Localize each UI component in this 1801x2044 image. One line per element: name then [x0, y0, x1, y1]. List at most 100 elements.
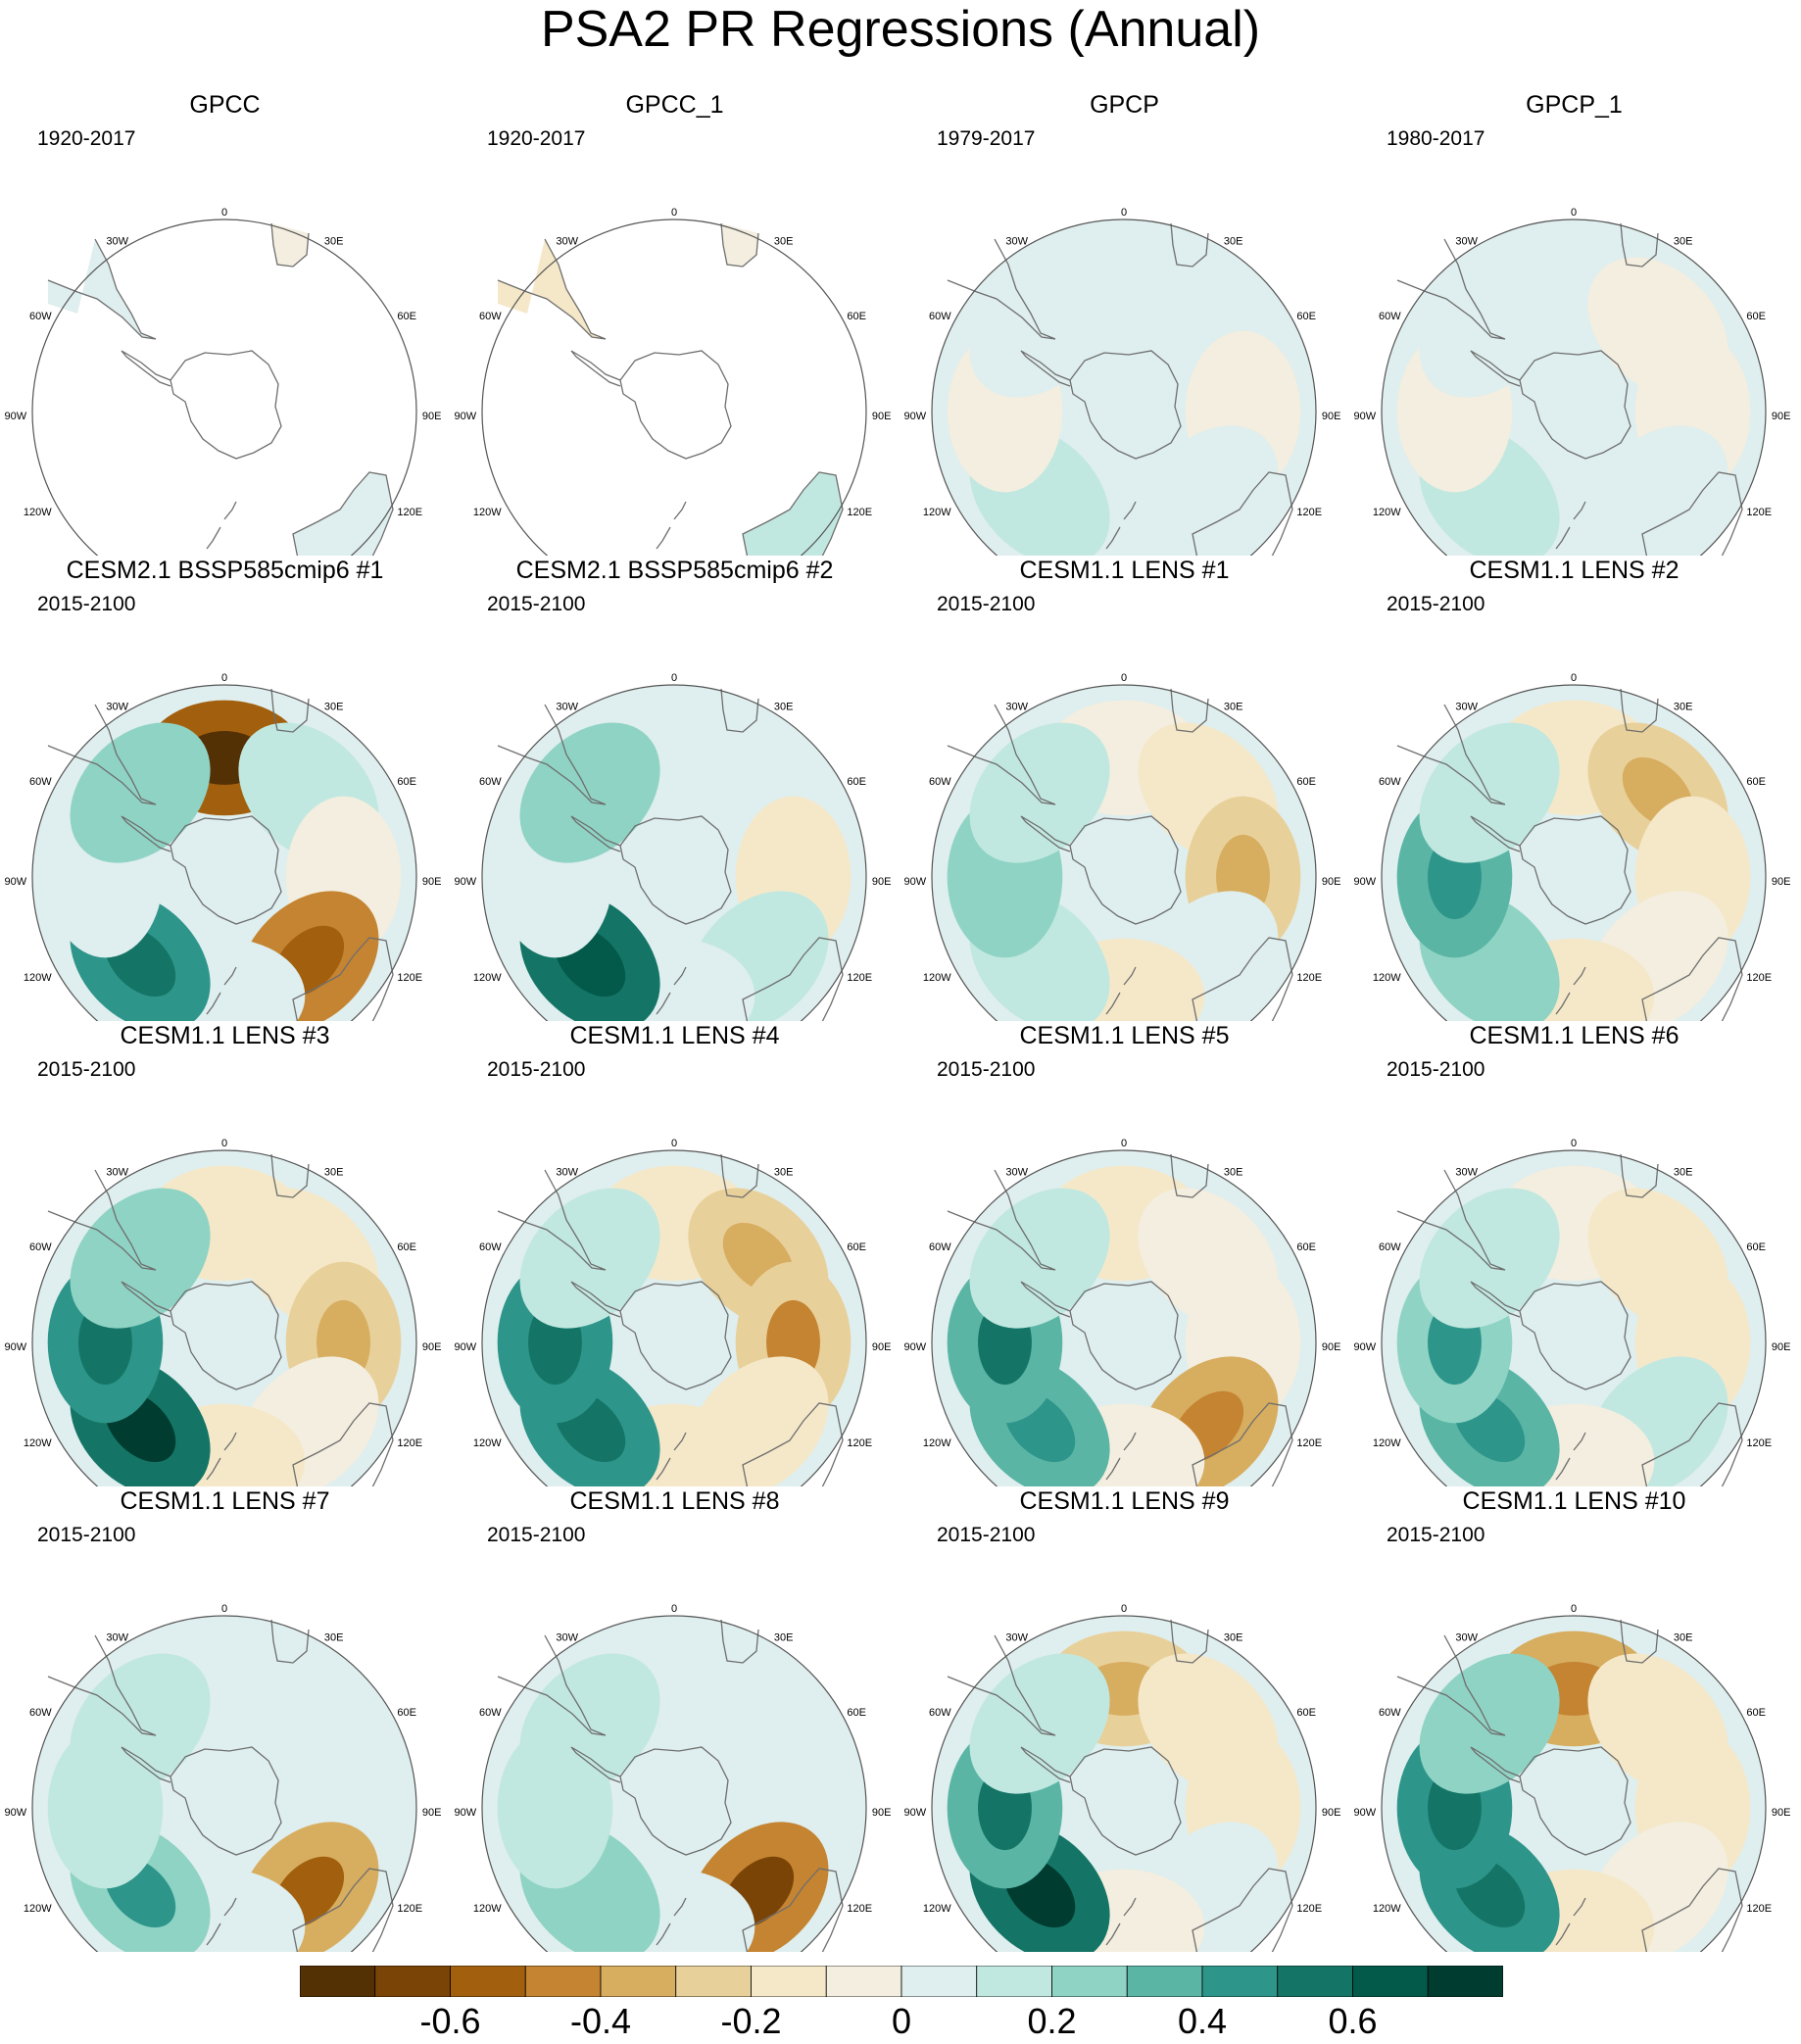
precip-field [1382, 1616, 1766, 1952]
lon-label-lon-120w: 120W [473, 1437, 502, 1449]
south-america-coast [497, 1634, 607, 1736]
sector-7 [519, 722, 660, 863]
lon-label-lon-30w: 30W [1455, 1167, 1478, 1179]
antarctica-coast [1519, 1746, 1631, 1856]
period-label: 1920-2017 [487, 127, 586, 150]
lon-label-lon-30w: 30W [106, 1167, 128, 1179]
colorbar-box [751, 1965, 827, 1998]
polar-cap [1516, 354, 1631, 469]
lon-label-lon-60w: 60W [1379, 1707, 1401, 1719]
lon-label-lon-60e: 60E [1296, 1707, 1316, 1719]
lon-label-lon-90e: 90E [1772, 1341, 1791, 1353]
lon-label-lon-30w: 30W [1005, 236, 1028, 248]
lon-label-lon-90e: 90E [1322, 1807, 1341, 1819]
lon-label-lon-90w: 90W [454, 411, 476, 422]
lon-label-lon-90e: 90E [1322, 1341, 1341, 1353]
new-zealand-coast [206, 1897, 237, 1946]
lon-label-lon-60w: 60W [479, 1707, 502, 1719]
antarctica-coast [619, 1746, 732, 1856]
lon-label-lon-30e: 30E [1674, 702, 1693, 713]
lon-label-lon-60e: 60E [397, 311, 416, 322]
colorbar-box [1051, 1965, 1128, 1998]
peninsula-coast [1020, 1281, 1071, 1318]
map-boundary [481, 1149, 867, 1486]
period-label: 2015-2100 [37, 1524, 136, 1546]
lon-label-lon-60w: 60W [929, 311, 951, 322]
africa-coast [1170, 1619, 1209, 1664]
new-zealand-coast [1105, 501, 1137, 550]
antarctica-coast [170, 815, 282, 925]
polar-map: 030W30E60W60E90W90E120W120E150W150E180 [903, 1603, 1341, 1952]
lon-label-lon-30e: 30E [1224, 236, 1243, 248]
map-boundary [31, 684, 417, 1021]
australia-coast [742, 471, 844, 556]
lon-label-lon-90e: 90E [1772, 411, 1791, 422]
colorbar-box [1427, 1965, 1504, 1998]
antarctica-coast [1069, 1746, 1182, 1856]
map-panel: 030W30E60W60E90W90E120W120E150W150E180CE… [1349, 1021, 1799, 1486]
lon-label-lon-90e: 90E [1322, 411, 1341, 422]
lon-label-lon-30w: 30W [106, 236, 128, 248]
lon-label-top: 0 [221, 207, 227, 219]
lon-label-lon-60e: 60E [1746, 1241, 1766, 1253]
precip-field [932, 1150, 1316, 1486]
lon-label-lon-60e: 60E [847, 1241, 866, 1253]
colorbar-box [299, 1965, 376, 1998]
lon-label-lon-90w: 90W [4, 411, 26, 422]
lon-label-top: 0 [1121, 207, 1127, 219]
lon-label-top: 0 [221, 1603, 227, 1615]
lon-label-top: 0 [1121, 672, 1127, 684]
colorbar [299, 1965, 1504, 2002]
antarctica-coast [1069, 350, 1182, 460]
lon-label-lon-30w: 30W [556, 236, 578, 248]
lon-label-lon-30e: 30E [324, 1632, 344, 1644]
sector-7 [969, 1653, 1110, 1794]
lon-label-lon-30w: 30W [1455, 236, 1478, 248]
period-label: 1980-2017 [1387, 127, 1485, 150]
map-boundary [1381, 684, 1767, 1021]
australia-coast [742, 937, 844, 1021]
map-boundary [931, 219, 1317, 556]
colorbar-box [524, 1965, 602, 1998]
lon-label-lon-30e: 30E [1674, 1632, 1693, 1644]
panel-title: CESM1.1 LENS #8 [569, 1487, 780, 1515]
new-zealand-coast [1105, 1432, 1137, 1481]
map-panel: 030W30E60W60E90W90E120W120E150W150E180CE… [900, 1021, 1349, 1486]
lon-label-lon-120w: 120W [24, 507, 52, 518]
new-zealand-coast [206, 1432, 237, 1481]
peninsula-coast [1470, 1281, 1521, 1318]
map-panel: 030W30E60W60E90W90E120W120E150W150E180CE… [1349, 1486, 1799, 1952]
lon-label-lon-90e: 90E [422, 411, 442, 422]
lon-label-lon-30e: 30E [324, 702, 344, 713]
peninsula-coast [570, 1281, 621, 1318]
lon-label-lon-120e: 120E [1746, 507, 1772, 518]
polar-map: 030W30E60W60E90W90E120W120E150W150E180 [1353, 207, 1791, 556]
lon-label-lon-90e: 90E [1772, 1807, 1791, 1819]
australia-coast [292, 937, 394, 1021]
panel-title: CESM1.1 LENS #4 [569, 1022, 780, 1049]
sector-7 [969, 722, 1110, 863]
period-label: 2015-2100 [487, 593, 586, 615]
lon-label-lon-90e: 90E [872, 1807, 892, 1819]
precip-field [482, 1616, 866, 1952]
map-panel: 030W30E60W60E90W90E120W120E150W150E180CE… [900, 1486, 1349, 1952]
sector-7 [519, 1653, 660, 1794]
south-america-coast [1396, 238, 1506, 340]
lon-label-lon-90w: 90W [903, 1807, 926, 1819]
peninsula-coast [1470, 1746, 1521, 1783]
antarctica-coast [619, 1281, 732, 1390]
sector-7 [969, 1188, 1110, 1329]
south-america-coast [1396, 1634, 1506, 1736]
map-panel: 030W30E60W60E90W90E120W120E150W150E180GP… [900, 90, 1349, 556]
lon-label-lon-120e: 120E [397, 1903, 422, 1915]
coastlines [1396, 222, 1743, 556]
coastlines [497, 222, 844, 556]
lon-label-lon-30e: 30E [324, 1167, 344, 1179]
lon-label-lon-90w: 90W [1353, 876, 1376, 888]
polar-map: 030W30E60W60E90W90E120W120E150W150E180 [1353, 672, 1790, 1021]
panel-title: GPCP_1 [1526, 91, 1623, 119]
map-boundary [1381, 1615, 1767, 1952]
colorbar-box [900, 1965, 978, 1998]
lon-label-lon-120e: 120E [847, 507, 872, 518]
lon-label-lon-90w: 90W [454, 1341, 476, 1353]
